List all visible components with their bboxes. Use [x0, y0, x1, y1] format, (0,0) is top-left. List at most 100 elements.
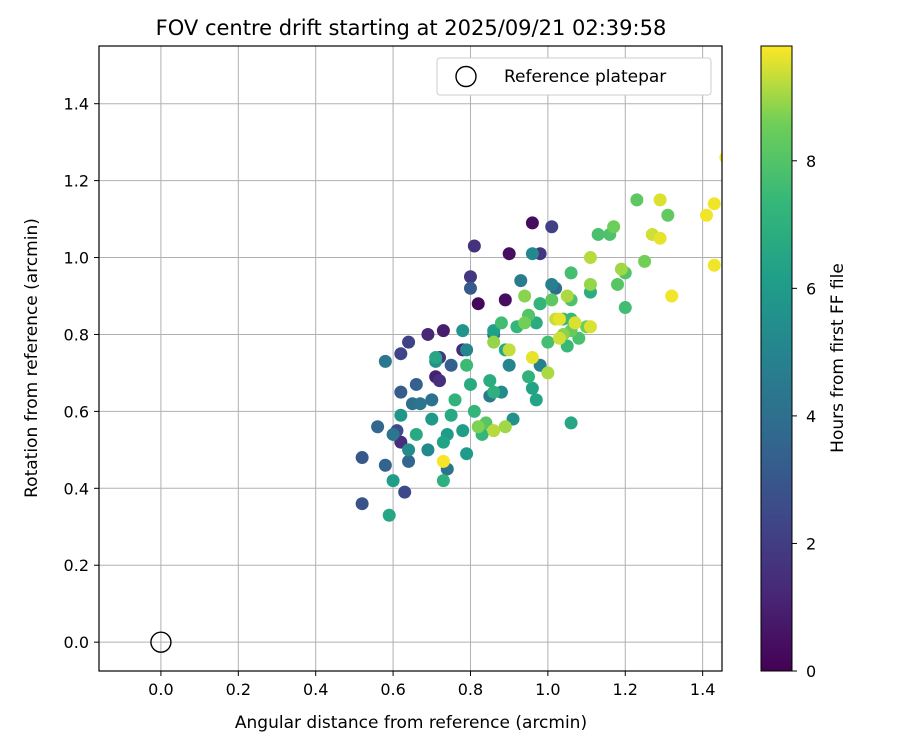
x-tick-label: 1.4 [690, 680, 715, 699]
data-point [591, 227, 605, 241]
colorbar [760, 45, 793, 672]
data-point [421, 443, 435, 457]
data-point [564, 416, 578, 430]
data-point [413, 397, 427, 411]
data-point [394, 408, 408, 422]
colorbar-tick-label: 4 [806, 407, 816, 426]
data-point [494, 316, 508, 330]
data-point [700, 208, 714, 222]
data-point [552, 331, 566, 345]
data-point [467, 239, 481, 253]
data-point [653, 231, 667, 245]
data-point [456, 424, 470, 438]
grid [99, 46, 722, 671]
data-point [425, 393, 439, 407]
data-point [471, 297, 485, 311]
y-tick-label: 0.0 [64, 633, 89, 652]
legend-box [436, 57, 712, 96]
data-point [398, 485, 412, 499]
data-point [436, 454, 450, 468]
data-point [382, 508, 396, 522]
data-point [436, 474, 450, 488]
data-point [394, 347, 408, 361]
data-point [522, 370, 536, 384]
colorbar-ticks: 0 2 4 6 8 [792, 152, 816, 681]
data-point [583, 277, 597, 291]
data-point [583, 251, 597, 265]
data-point [436, 324, 450, 338]
data-point [545, 277, 559, 291]
data-point [707, 197, 721, 211]
data-point [371, 420, 385, 434]
data-point [355, 497, 369, 511]
data-point [525, 216, 539, 230]
y-tick-label: 0.8 [64, 325, 89, 344]
data-point [518, 316, 532, 330]
data-point [541, 366, 555, 380]
data-point [487, 385, 501, 399]
x-tick-label: 0.8 [458, 680, 483, 699]
data-point [545, 293, 559, 307]
y-tick-label: 0.6 [64, 402, 89, 421]
data-point [583, 320, 597, 334]
y-tick-label: 0.2 [64, 556, 89, 575]
x-tick-label: 0.4 [303, 680, 328, 699]
data-point [529, 393, 543, 407]
data-point [525, 381, 539, 395]
data-point [463, 281, 477, 295]
data-point [545, 220, 559, 234]
data-point [467, 404, 481, 418]
y-tick-label: 0.4 [64, 479, 89, 498]
data-point [564, 266, 578, 280]
data-point [487, 335, 501, 349]
x-tick-label: 1.2 [613, 680, 638, 699]
data-point [533, 297, 547, 311]
x-axis-ticks: 0.0 0.2 0.4 0.6 0.8 1.0 1.2 1.4 [148, 671, 715, 699]
legend-open-circle-icon [455, 65, 477, 88]
data-point [487, 424, 501, 438]
data-point [541, 335, 555, 349]
reference-marker [150, 631, 172, 653]
x-tick-label: 0.2 [226, 680, 251, 699]
y-tick-label: 1.0 [64, 249, 89, 268]
x-tick-label: 0.0 [148, 680, 173, 699]
data-point [525, 247, 539, 261]
data-point [618, 301, 632, 315]
data-point [568, 316, 582, 330]
data-point [460, 343, 474, 357]
y-axis-label: Rotation from reference (arcmin) [22, 218, 42, 498]
data-point [463, 270, 477, 284]
data-point [471, 420, 485, 434]
data-point [429, 351, 443, 365]
data-point [444, 408, 458, 422]
y-axis-ticks: 0.0 0.2 0.4 0.6 0.8 1.0 1.2 1.4 [64, 95, 99, 652]
data-point [402, 335, 416, 349]
data-point [614, 262, 628, 276]
legend-label: Reference platepar [504, 67, 666, 87]
colorbar-tick-label: 8 [806, 152, 816, 171]
y-tick-label: 1.4 [64, 95, 89, 114]
data-point [456, 324, 470, 338]
x-tick-label: 1.0 [535, 680, 560, 699]
data-points [355, 152, 722, 522]
data-point [460, 447, 474, 461]
data-point [502, 247, 516, 261]
data-point [630, 193, 644, 207]
data-point [421, 327, 435, 341]
data-point [638, 254, 652, 268]
data-point [607, 220, 621, 234]
data-point [665, 289, 679, 303]
data-point [653, 193, 667, 207]
data-point [502, 343, 516, 357]
data-point [463, 377, 477, 391]
colorbar-tick-label: 0 [806, 662, 816, 681]
colorbar-tick-label: 2 [806, 534, 816, 553]
data-point [433, 374, 447, 388]
data-point [460, 358, 474, 372]
colorbar-label: Hours from first FF file [828, 263, 848, 453]
x-tick-label: 0.6 [380, 680, 405, 699]
data-point [707, 258, 721, 272]
data-point [378, 354, 392, 368]
data-point [560, 289, 574, 303]
